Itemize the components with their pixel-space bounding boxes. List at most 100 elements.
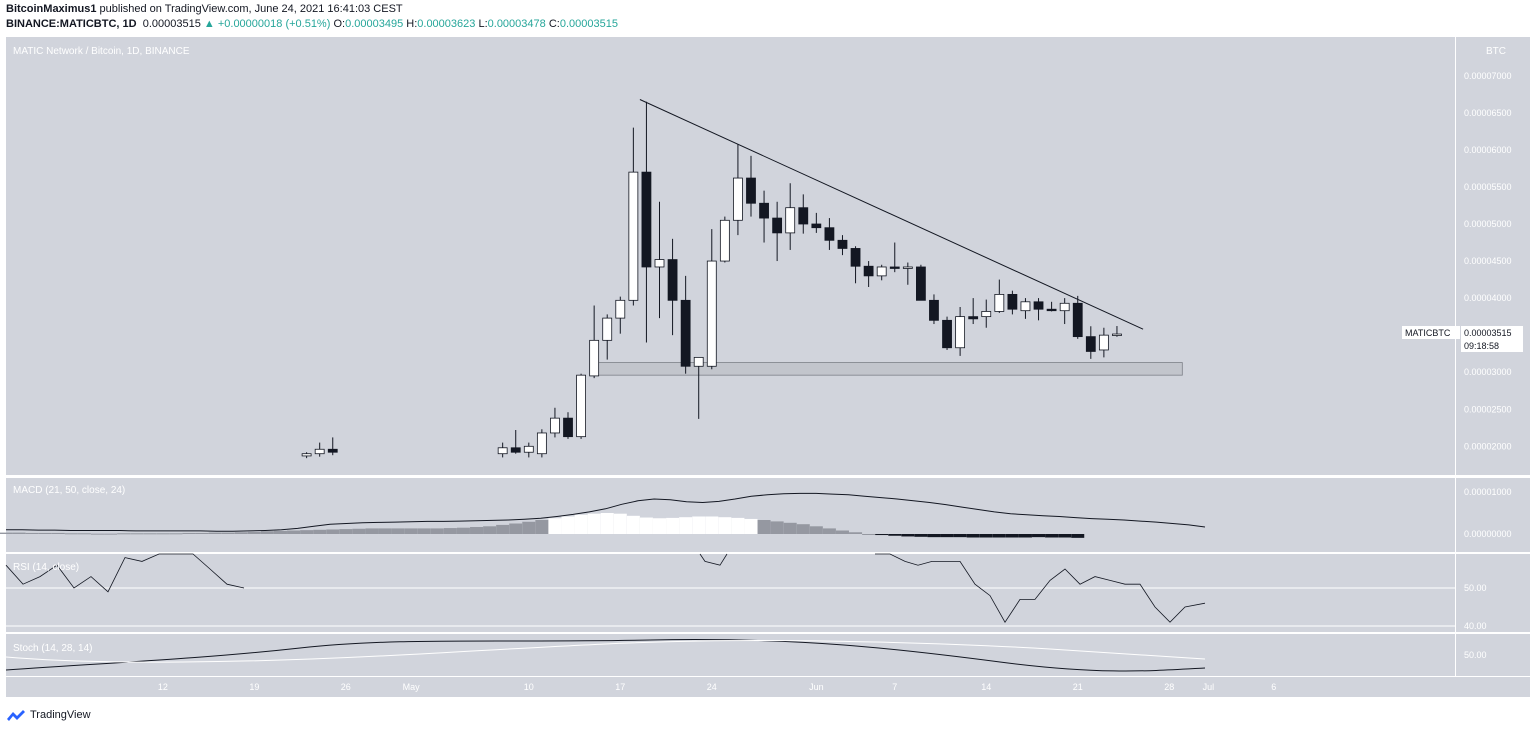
time-axis-tick: Jun <box>809 682 824 692</box>
price-axis-tick: 0.00002500 <box>1464 404 1512 414</box>
currency-label: BTC <box>1486 46 1506 57</box>
time-axis-tick: 26 <box>341 682 351 692</box>
low-value: 0.00003478 <box>487 18 546 30</box>
macd-histogram-bar <box>835 530 849 534</box>
candle <box>602 317 613 341</box>
macd-histogram-bar <box>247 531 261 534</box>
macd-histogram-bar <box>744 518 758 534</box>
macd-histogram-bar <box>117 533 131 535</box>
macd-histogram-bar <box>1045 534 1059 538</box>
macd-histogram-bar <box>483 526 497 534</box>
candle <box>563 417 573 438</box>
macd-histogram-bar <box>104 533 118 535</box>
open-label: O: <box>333 18 346 30</box>
macd-histogram-bar <box>0 532 13 534</box>
candle <box>576 374 586 438</box>
macd-histogram-bar <box>130 533 144 535</box>
macd-histogram-bar <box>535 520 549 534</box>
low-label: L: <box>478 18 488 30</box>
up-arrow-icon: ▲ <box>203 18 215 30</box>
macd-histogram-bar <box>1032 534 1046 538</box>
ohlc-line: BINANCE:MATICBTC, 1D 0.00003515 ▲ +0.000… <box>6 18 618 30</box>
time-axis-tick: 6 <box>1271 682 1276 692</box>
macd-histogram-bar <box>417 528 431 534</box>
macd-histogram-bar <box>757 520 771 534</box>
time-axis-tick: Jul <box>1203 682 1215 692</box>
rsi-line <box>699 553 728 566</box>
rsi-pane-axis <box>1456 554 1530 632</box>
price-axis-tick: 0.00002000 <box>1464 441 1512 451</box>
candle <box>628 171 639 301</box>
macd-histogram-bar <box>783 522 797 534</box>
macd-histogram-bar <box>718 517 732 534</box>
macd-histogram-bar <box>940 534 954 538</box>
macd-histogram-bar <box>77 533 91 535</box>
candle <box>1072 302 1083 338</box>
macd-histogram-bar <box>509 523 523 534</box>
candle <box>902 266 913 269</box>
candle <box>811 223 822 229</box>
price-label-box: MATICBTC 0.00003515 09:18:58 <box>1402 326 1523 352</box>
candle <box>706 260 717 367</box>
stoch-label: Stoch (14, 28, 14) <box>13 643 93 654</box>
tradingview-brand[interactable]: TradingView <box>6 707 91 723</box>
candle <box>1112 333 1122 336</box>
price-axis-tick: 0.00004500 <box>1464 256 1512 266</box>
time-axis-tick: 28 <box>1164 682 1174 692</box>
time-axis-tick: 19 <box>249 682 259 692</box>
candle <box>837 239 848 249</box>
macd-histogram-bar <box>391 528 405 534</box>
macd-histogram-bar <box>953 534 967 538</box>
candle <box>1020 301 1031 312</box>
publish-date: published on TradingView.com, June 24, 2… <box>99 3 403 15</box>
macd-histogram-bar <box>51 532 65 534</box>
macd-histogram-bar <box>339 529 353 534</box>
macd-histogram-bar <box>522 521 536 534</box>
macd-histogram-bar <box>992 534 1006 538</box>
macd-tick-zero: 0.00000000 <box>1464 529 1512 539</box>
candle <box>589 339 600 377</box>
macd-histogram-bar <box>548 518 562 534</box>
candle <box>719 219 730 262</box>
price-axis-tick: 0.00005000 <box>1464 219 1512 229</box>
candle <box>746 177 756 204</box>
price-label-countdown: 09:18:58 <box>1464 341 1499 351</box>
time-axis-tick: 14 <box>981 682 991 692</box>
chart-title: MATIC Network / Bitcoin, 1D, BINANCE <box>13 46 190 57</box>
macd-histogram-bar <box>653 518 666 534</box>
author-name[interactable]: BitcoinMaximus1 <box>6 3 97 15</box>
candle <box>759 202 769 219</box>
macd-histogram-bar <box>875 534 889 536</box>
macd-histogram-bar <box>25 532 39 534</box>
candle <box>889 266 900 269</box>
candle <box>929 299 939 321</box>
macd-histogram-bar <box>64 533 78 535</box>
macd-histogram-bar <box>927 534 941 538</box>
macd-label: MACD (21, 50, close, 24) <box>13 485 125 496</box>
candle <box>994 293 1005 312</box>
macd-pane <box>6 478 1455 552</box>
candle <box>510 447 521 453</box>
candle <box>1098 334 1109 351</box>
candle <box>785 207 796 234</box>
candle <box>968 316 979 320</box>
candle <box>327 448 338 453</box>
time-axis <box>6 677 1530 697</box>
price-pane <box>6 37 1455 475</box>
macd-histogram-bar <box>901 534 915 537</box>
candle <box>850 248 861 267</box>
candle <box>301 453 312 457</box>
candle <box>615 299 626 319</box>
macd-histogram-bar <box>692 516 706 534</box>
macd-pane-axis <box>1456 478 1530 552</box>
candle <box>876 266 887 277</box>
macd-histogram-bar <box>169 533 183 535</box>
candle <box>863 265 874 277</box>
macd-histogram-bar <box>809 526 823 534</box>
candle <box>916 266 926 301</box>
chart-canvas[interactable]: 0.000020000.000025000.000030000.00003500… <box>0 37 1536 697</box>
macd-histogram-bar <box>156 533 170 535</box>
macd-histogram-bar <box>90 533 104 535</box>
close-value: 0.00003515 <box>559 18 618 30</box>
macd-histogram-bar <box>430 528 444 534</box>
